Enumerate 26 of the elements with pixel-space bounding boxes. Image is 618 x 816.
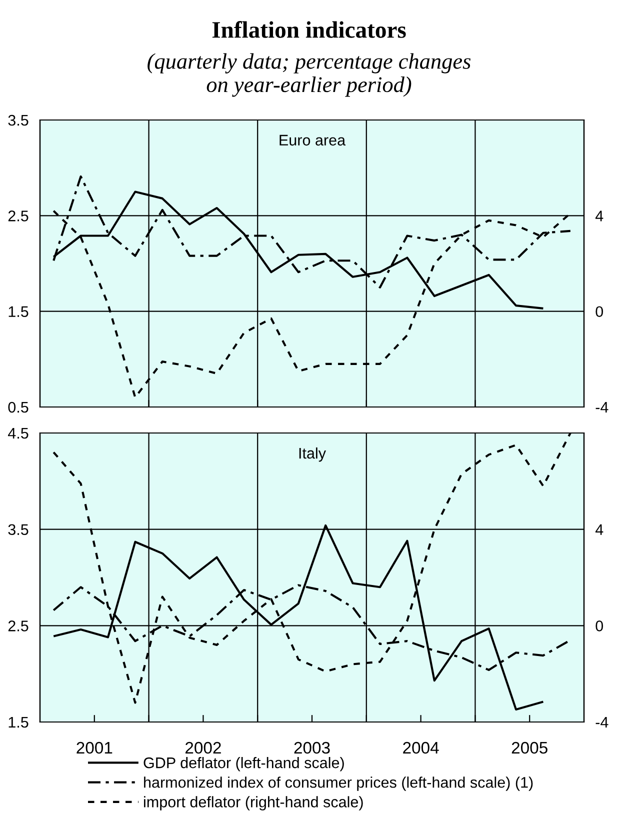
y-tick-label: 2.5 [8,210,28,222]
legend-label: GDP deflator (left-hand scale) [144,757,344,772]
annotation: Euro area [280,134,346,146]
y2-tick-label: 4 [595,524,604,535]
x-tick-label: 2005 [512,742,548,754]
y2-tick-label: -4 [596,402,608,413]
y2-tick-label: 4 [595,210,604,222]
annotation: Italy [299,447,326,462]
y-tick-label: 2.5 [8,620,28,632]
chart-title: Inflation indicators [212,21,406,38]
x-tick-label: 2002 [186,742,221,754]
y-tick-label: 1.5 [8,717,28,728]
y-tick-label: 4.5 [8,428,28,439]
x-tick-label: 2004 [403,742,439,754]
x-tick-label: 2003 [294,742,330,754]
y2-tick-label: -4 [596,717,608,728]
y-tick-label: 3.5 [8,524,28,536]
legend-label: import deflator (right-hand scale) [144,796,363,810]
y-tick-label: 3.5 [8,114,28,126]
y-tick-label: 0.5 [8,402,28,413]
y2-tick-label: 0 [596,306,604,318]
y-tick-label: 1.5 [8,306,28,318]
y2-tick-label: 0 [596,620,604,632]
x-tick-label: 2001 [76,742,112,754]
legend-label: harmonized index of consumer prices (left-hand scale) (1) [144,776,533,791]
chart-subtitle: (quarterly data; percentage changes on year-earlier period) [148,53,471,97]
